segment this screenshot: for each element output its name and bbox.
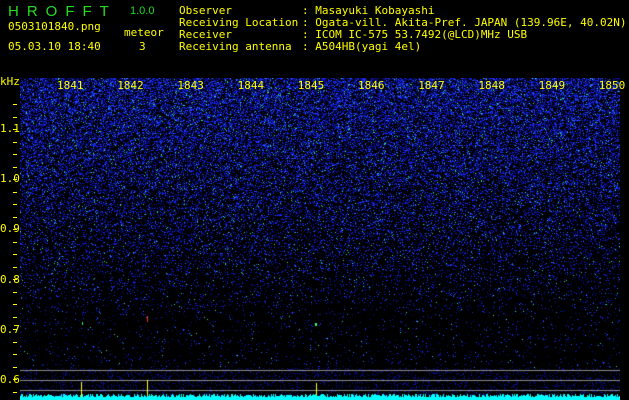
y-tick [13,242,17,243]
y-tick [13,204,17,205]
y-tick [13,367,17,368]
x-tick-label: 1844 [237,79,265,92]
y-tick [13,267,17,268]
y-tick [13,117,17,118]
x-tick-label: 1841 [57,79,84,92]
y-tick [13,354,17,355]
x-tick-label: 1845 [297,79,325,92]
info-label: Receiver [179,28,232,41]
y-tick [13,329,17,330]
y-tick [13,279,17,280]
app-title: HROFFT [8,3,117,20]
x-tick-label: 1848 [478,79,505,92]
y-tick [13,129,17,130]
info-label: Observer [179,4,232,17]
x-tick-label: 1843 [177,79,204,92]
y-tick [13,392,17,393]
info-value: : A504HB(yagi 4el) [302,40,422,53]
meteor-count: 3 [139,40,146,53]
x-tick-label: 1850 [598,79,626,92]
file-name: 0503101840.png [8,20,101,33]
y-tick-label: 0.9 [0,222,20,236]
y-unit-label: kHz [0,75,20,88]
x-tick-label: 1842 [117,79,144,92]
info-value: : Ogata-vill. Akita-Pref. JAPAN (139.96E… [302,16,627,29]
x-tick-label: 1849 [538,79,566,92]
y-tick [13,217,17,218]
y-tick [13,192,17,193]
y-tick [13,104,17,105]
info-label: Receiving antenna [179,40,292,53]
y-tick [13,179,17,180]
y-tick-label: 1.1 [0,122,20,135]
y-tick-label: 0.8 [0,272,20,286]
y-tick-label: 0.6 [0,373,20,386]
y-tick [13,292,17,293]
meteor-label: meteor [124,26,164,39]
y-tick [13,342,17,343]
info-label: Receiving Location [179,16,299,29]
y-tick [13,304,17,305]
date-time: 05.03.10 18:40 [8,40,101,53]
y-tick-label: 0.7 [0,322,20,336]
y-tick [13,379,17,380]
y-tick [13,167,17,168]
y-tick-label: 1.0 [0,172,20,186]
x-tick-label: 1846 [358,79,385,92]
info-value: : ICOM IC-575 53.7492(@LCD)MHz USB [302,28,528,41]
app-version: 1.0.0 [130,5,155,17]
y-tick [13,229,17,230]
y-tick [13,154,17,155]
y-tick [13,142,17,143]
y-tick [13,254,17,255]
info-value: : Masayuki Kobayashi [302,4,435,17]
spectrogram [20,78,620,400]
x-tick-label: 1847 [418,79,445,92]
y-tick [13,317,17,318]
